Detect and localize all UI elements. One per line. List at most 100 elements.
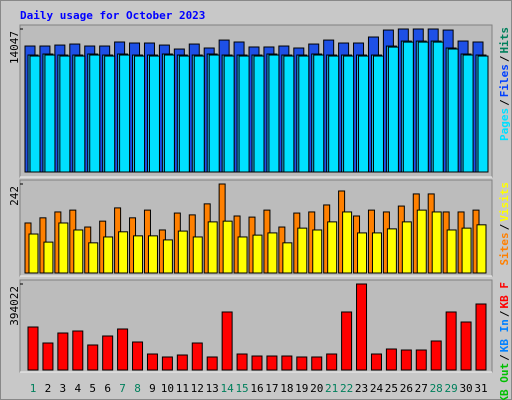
x-tick-label: 31 xyxy=(474,382,487,395)
bar xyxy=(118,231,129,274)
bar xyxy=(221,311,233,371)
bar xyxy=(475,303,487,371)
bar xyxy=(461,227,472,274)
bar xyxy=(161,356,173,371)
bar xyxy=(147,235,158,274)
x-tick-label: 24 xyxy=(370,382,384,395)
x-tick-label: 30 xyxy=(459,382,472,395)
x-tick-label: 29 xyxy=(445,382,458,395)
bar xyxy=(42,342,54,371)
bar xyxy=(146,353,158,371)
bar xyxy=(387,46,399,173)
bar xyxy=(417,41,429,173)
bar xyxy=(370,353,382,371)
legend-separator: / xyxy=(498,223,511,230)
bar xyxy=(416,209,427,274)
x-tick-label: 15 xyxy=(235,382,248,395)
bar xyxy=(371,232,382,274)
bar xyxy=(88,242,99,274)
legend-separator: / xyxy=(498,310,511,317)
bar xyxy=(282,242,293,274)
x-tick-label: 11 xyxy=(176,382,189,395)
bar xyxy=(236,353,248,371)
x-tick-label: 4 xyxy=(74,382,81,395)
x-tick-label: 21 xyxy=(325,382,338,395)
bar xyxy=(89,54,101,173)
bar xyxy=(28,233,39,274)
legend: KB Out/KB In/KB F xyxy=(498,282,511,400)
x-tick-label: 19 xyxy=(295,382,308,395)
bar xyxy=(446,229,457,274)
legend-entry: KB F xyxy=(498,282,511,309)
bar xyxy=(177,230,188,274)
x-tick-label: 6 xyxy=(104,382,111,395)
bar xyxy=(133,235,144,274)
bar xyxy=(117,328,129,371)
bar xyxy=(356,283,368,371)
bar xyxy=(267,232,278,274)
bar xyxy=(447,48,459,173)
bar xyxy=(29,55,41,173)
bar xyxy=(296,356,308,371)
legend-entry: KB Out xyxy=(498,363,511,400)
bar xyxy=(59,55,71,173)
bar xyxy=(58,222,69,274)
bar xyxy=(103,236,114,274)
x-tick-label: 27 xyxy=(415,382,428,395)
bar xyxy=(208,54,220,173)
x-tick-label: 17 xyxy=(265,382,278,395)
bar xyxy=(358,55,370,173)
bar xyxy=(283,55,295,173)
bar xyxy=(402,41,414,173)
bar xyxy=(431,211,442,274)
bar xyxy=(477,55,489,173)
bar xyxy=(297,227,308,274)
bar xyxy=(312,229,323,274)
bar xyxy=(237,236,248,274)
bar xyxy=(430,340,442,371)
bar xyxy=(119,54,131,173)
bar xyxy=(298,55,310,173)
x-tick-label: 20 xyxy=(310,382,323,395)
bar xyxy=(268,54,280,173)
legend: Sites /Visits xyxy=(498,182,511,266)
bar xyxy=(385,348,397,371)
bar xyxy=(162,239,173,274)
bar xyxy=(87,344,99,371)
x-tick-label: 25 xyxy=(385,382,398,395)
bar xyxy=(266,355,278,371)
x-tick-label: 7 xyxy=(119,382,126,395)
bar xyxy=(238,55,250,173)
bar xyxy=(342,211,353,274)
bar xyxy=(148,55,160,173)
bar xyxy=(251,355,263,371)
x-tick-label: 22 xyxy=(340,382,353,395)
x-tick-label: 12 xyxy=(191,382,204,395)
x-tick-label: 28 xyxy=(430,382,443,395)
legend-entry: Hits xyxy=(498,27,511,54)
bar xyxy=(163,54,175,173)
bar xyxy=(401,221,412,274)
x-tick-label: 14 xyxy=(221,382,235,395)
bar xyxy=(415,349,427,371)
bar xyxy=(178,55,190,173)
x-tick-label: 1 xyxy=(30,382,37,395)
bar xyxy=(72,330,84,371)
bar xyxy=(102,335,114,371)
legend-entry: Files xyxy=(498,64,511,97)
bar xyxy=(223,55,235,173)
x-tick-label: 13 xyxy=(206,382,219,395)
bar xyxy=(104,55,116,173)
bar xyxy=(460,321,472,371)
x-tick-label: 2 xyxy=(45,382,52,395)
bar xyxy=(191,342,203,371)
bar xyxy=(357,232,368,274)
bar xyxy=(132,341,144,371)
bar xyxy=(462,54,474,173)
y-tick-label: 394022 xyxy=(8,286,21,326)
x-tick-label: 26 xyxy=(400,382,413,395)
bar xyxy=(57,332,69,371)
bar xyxy=(43,241,54,274)
bar xyxy=(74,55,86,173)
bar xyxy=(134,55,146,173)
